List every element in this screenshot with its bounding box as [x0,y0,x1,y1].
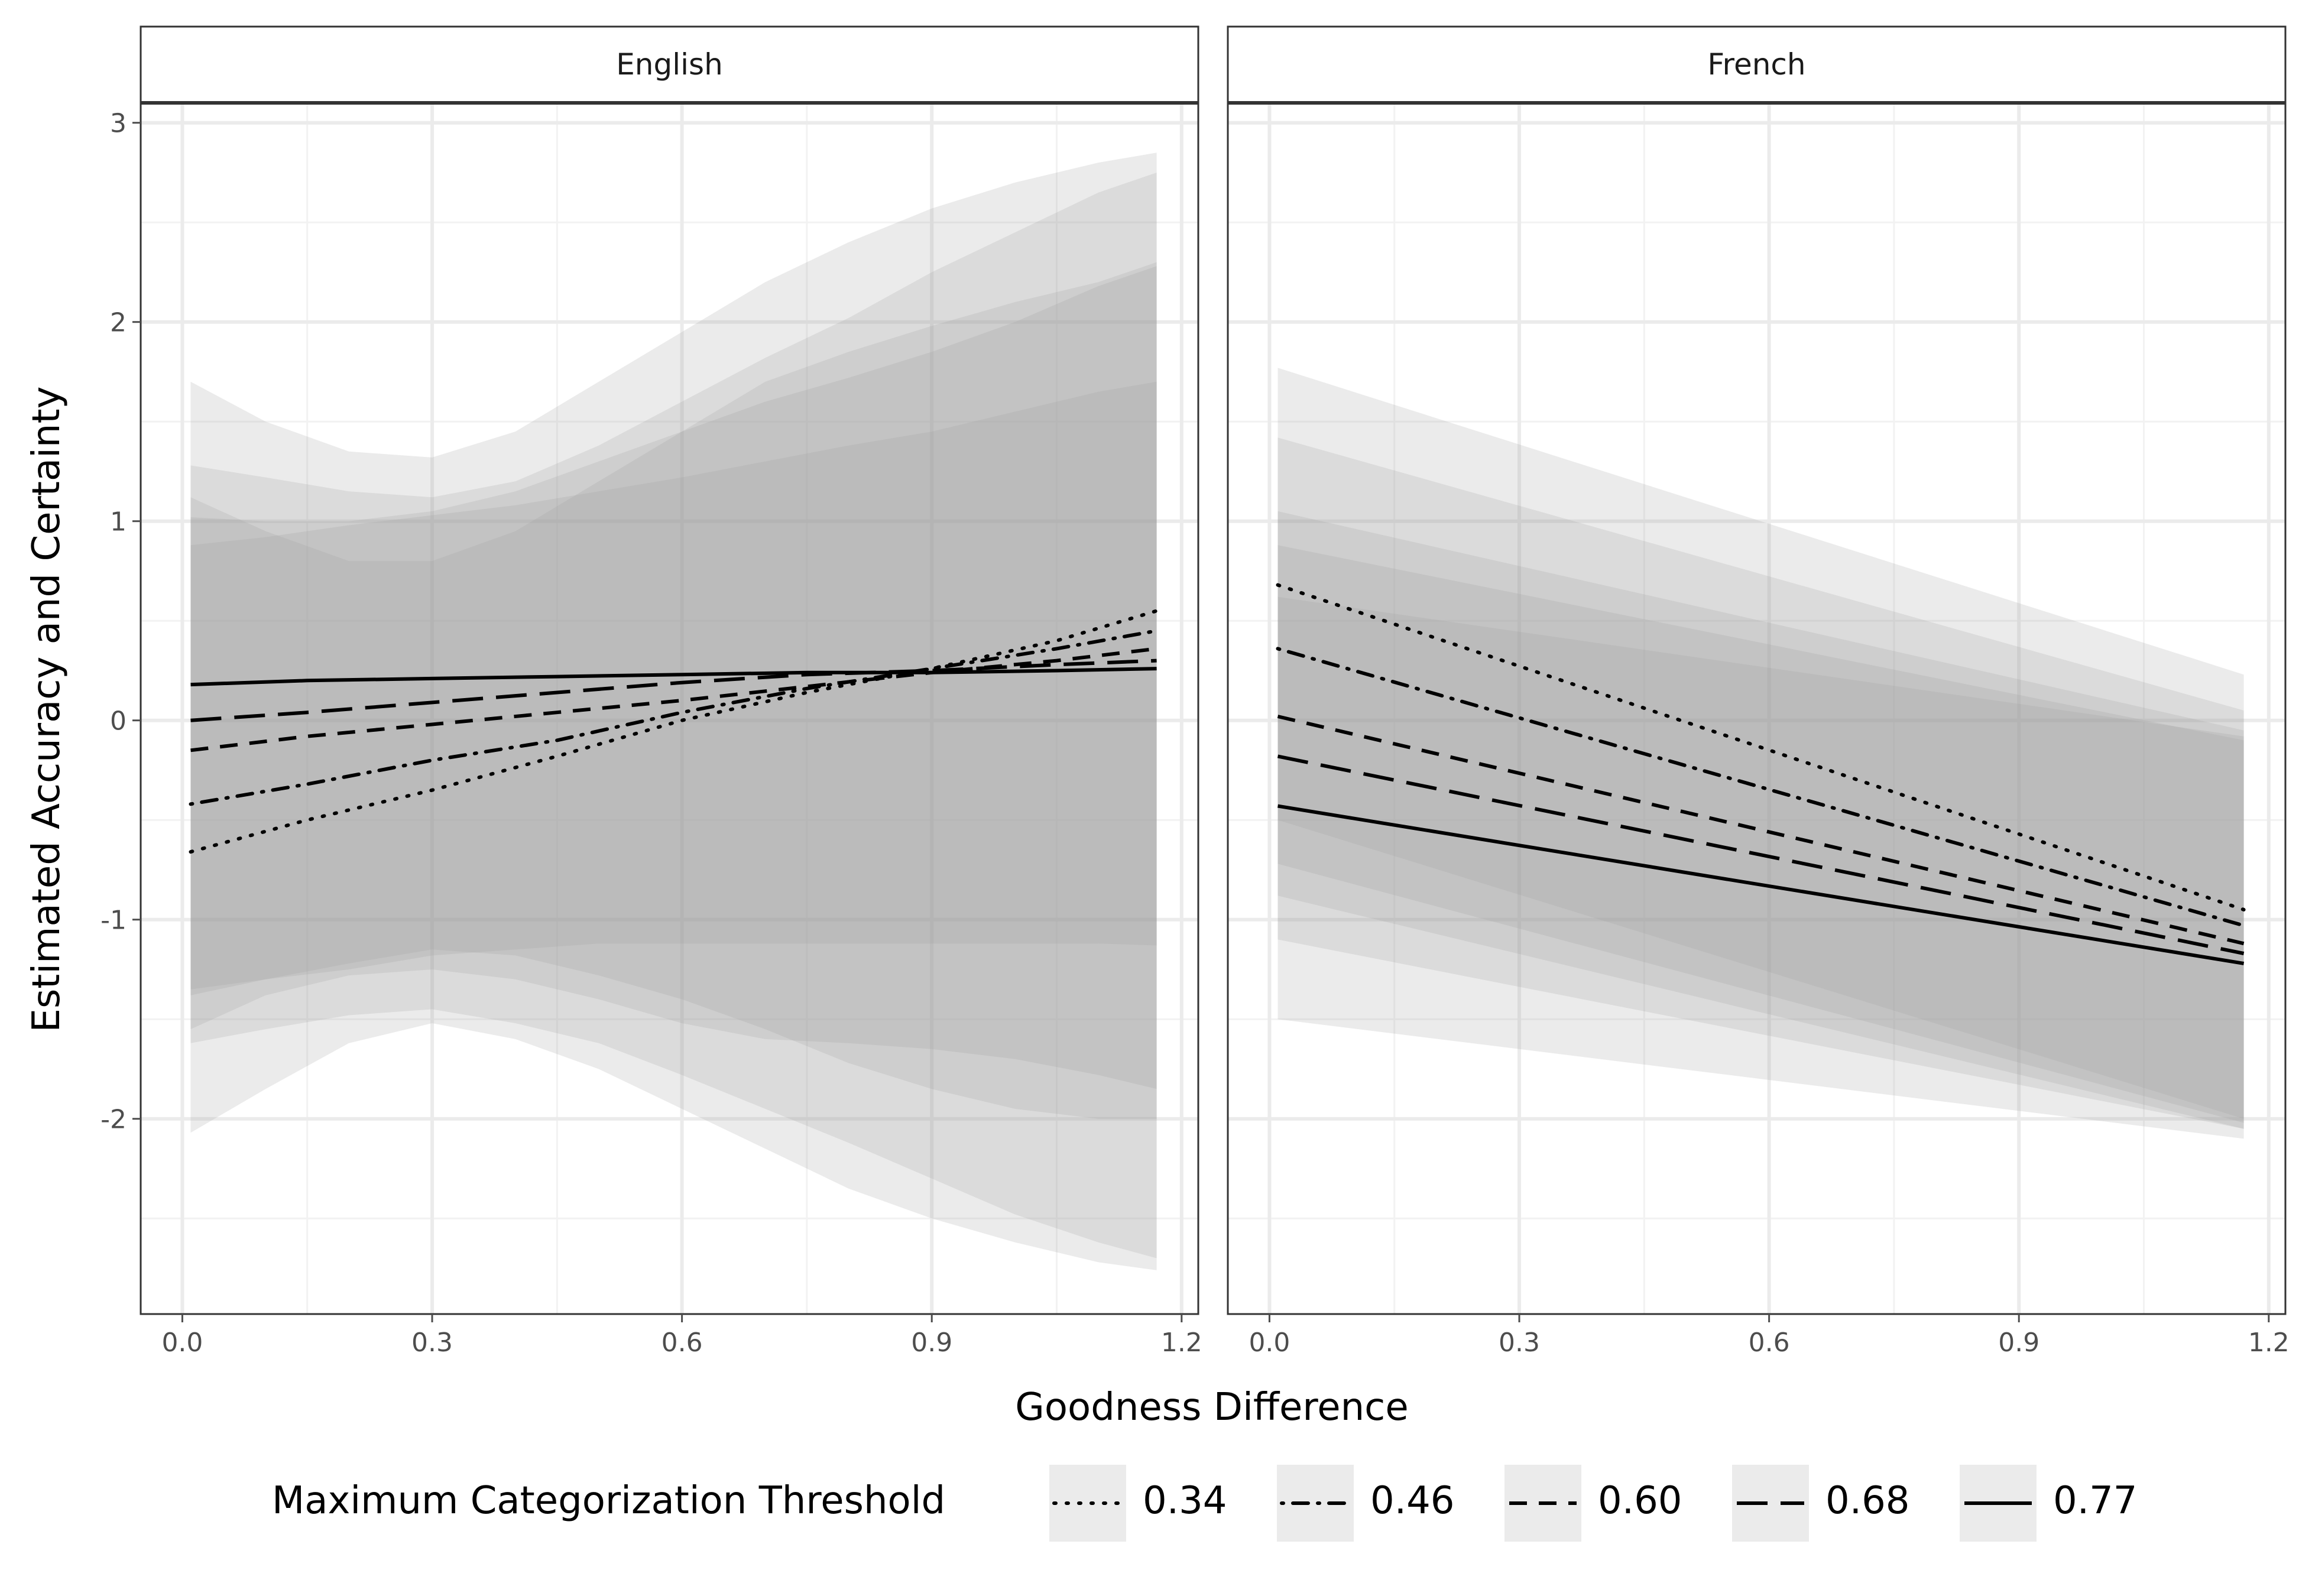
band-0.68 [190,266,1157,1119]
series-line-0.34 [189,609,1159,854]
series-lines [1276,583,2246,965]
band-0.77 [190,381,1157,990]
x-tick-label: 0.3 [1499,1328,1540,1358]
x-axis: 0.0 0.3 0.6 0.9 1.2 [161,1314,1202,1358]
x-tick-label: 1.2 [1161,1328,1202,1358]
series-line-0.34 [1276,583,2246,911]
y-axis-title: Estimated Accuracy and Certainty [25,387,69,1033]
facet-panel-english: English 0.0 0.3 0.6 0.9 1.2 -2 -1 0 1 2 3 [100,25,1202,1358]
y-tick-label: 0 [110,706,127,737]
series-line-0.46 [1276,647,2246,927]
series-line-0.68 [1277,754,2245,955]
x-tick-label: 1.2 [2248,1328,2290,1358]
legend-label: 0.60 [1598,1479,1682,1523]
y-tick-label: 3 [110,109,127,139]
legend-label: 0.34 [1143,1479,1227,1523]
y-tick-label: -1 [100,906,127,936]
confidence-bands [1277,368,2244,1139]
legend-item-0.34: 0.34 [1049,1465,1227,1542]
legend-key [1049,1465,1126,1542]
y-tick-label: -2 [100,1105,127,1135]
legend: Maximum Categorization Threshold 0.34 0.4… [272,1465,2138,1542]
legend-item-0.77: 0.77 [1960,1465,2138,1542]
x-axis: 0.0 0.3 0.6 0.9 1.2 [1249,1314,2290,1358]
band-0.34 [190,153,1157,1270]
x-tick-label: 0.3 [411,1328,453,1358]
x-tick-label: 0.9 [911,1328,952,1358]
facet-strip [140,25,1199,104]
series-line-0.77 [1277,804,2245,965]
series-line-0.68 [190,658,1157,722]
y-tick-label: 1 [110,507,127,537]
x-tick-label: 0.0 [1249,1328,1290,1358]
series-line-0.77 [190,667,1157,687]
x-tick-label: 0.6 [662,1328,703,1358]
series-line-0.46 [189,629,1159,806]
legend-item-0.68: 0.68 [1732,1465,1910,1542]
legend-item-0.46: 0.46 [1277,1465,1455,1542]
y-axis: -2 -1 0 1 2 3 [100,109,141,1135]
band-0.46 [1277,437,2244,1123]
band-0.34 [1277,368,2244,1119]
confidence-bands [190,153,1157,1270]
legend-label: 0.46 [1370,1479,1455,1523]
legend-label: 0.77 [2053,1479,2138,1523]
facet-panel-french: French 0.0 0.3 0.6 0.9 1.2 [1227,25,2290,1358]
panel-background [141,103,1198,1314]
legend-item-0.60: 0.60 [1504,1465,1682,1542]
x-axis-title: Goodness Difference [1015,1386,1408,1429]
band-0.68 [1277,545,2244,1129]
grid-lines [141,103,1198,1314]
series-line-0.60 [190,647,1157,752]
facet-strip-label: French [1707,47,1805,82]
band-0.60 [1277,511,2244,1129]
x-tick-label: 0.9 [1998,1328,2039,1358]
band-0.77 [1277,596,2244,1139]
x-tick-label: 0.0 [161,1328,203,1358]
grid-lines [1228,103,2285,1314]
legend-title: Maximum Categorization Threshold [272,1479,945,1523]
series-line-0.60 [1277,715,2245,946]
panel-background [1228,103,2285,1314]
legend-label: 0.68 [1825,1479,1910,1523]
x-tick-label: 0.6 [1749,1328,1790,1358]
series-lines [189,609,1159,854]
facet-strip-label: English [616,47,723,82]
y-tick-label: 2 [110,308,127,338]
facet-strip [1227,25,2287,104]
